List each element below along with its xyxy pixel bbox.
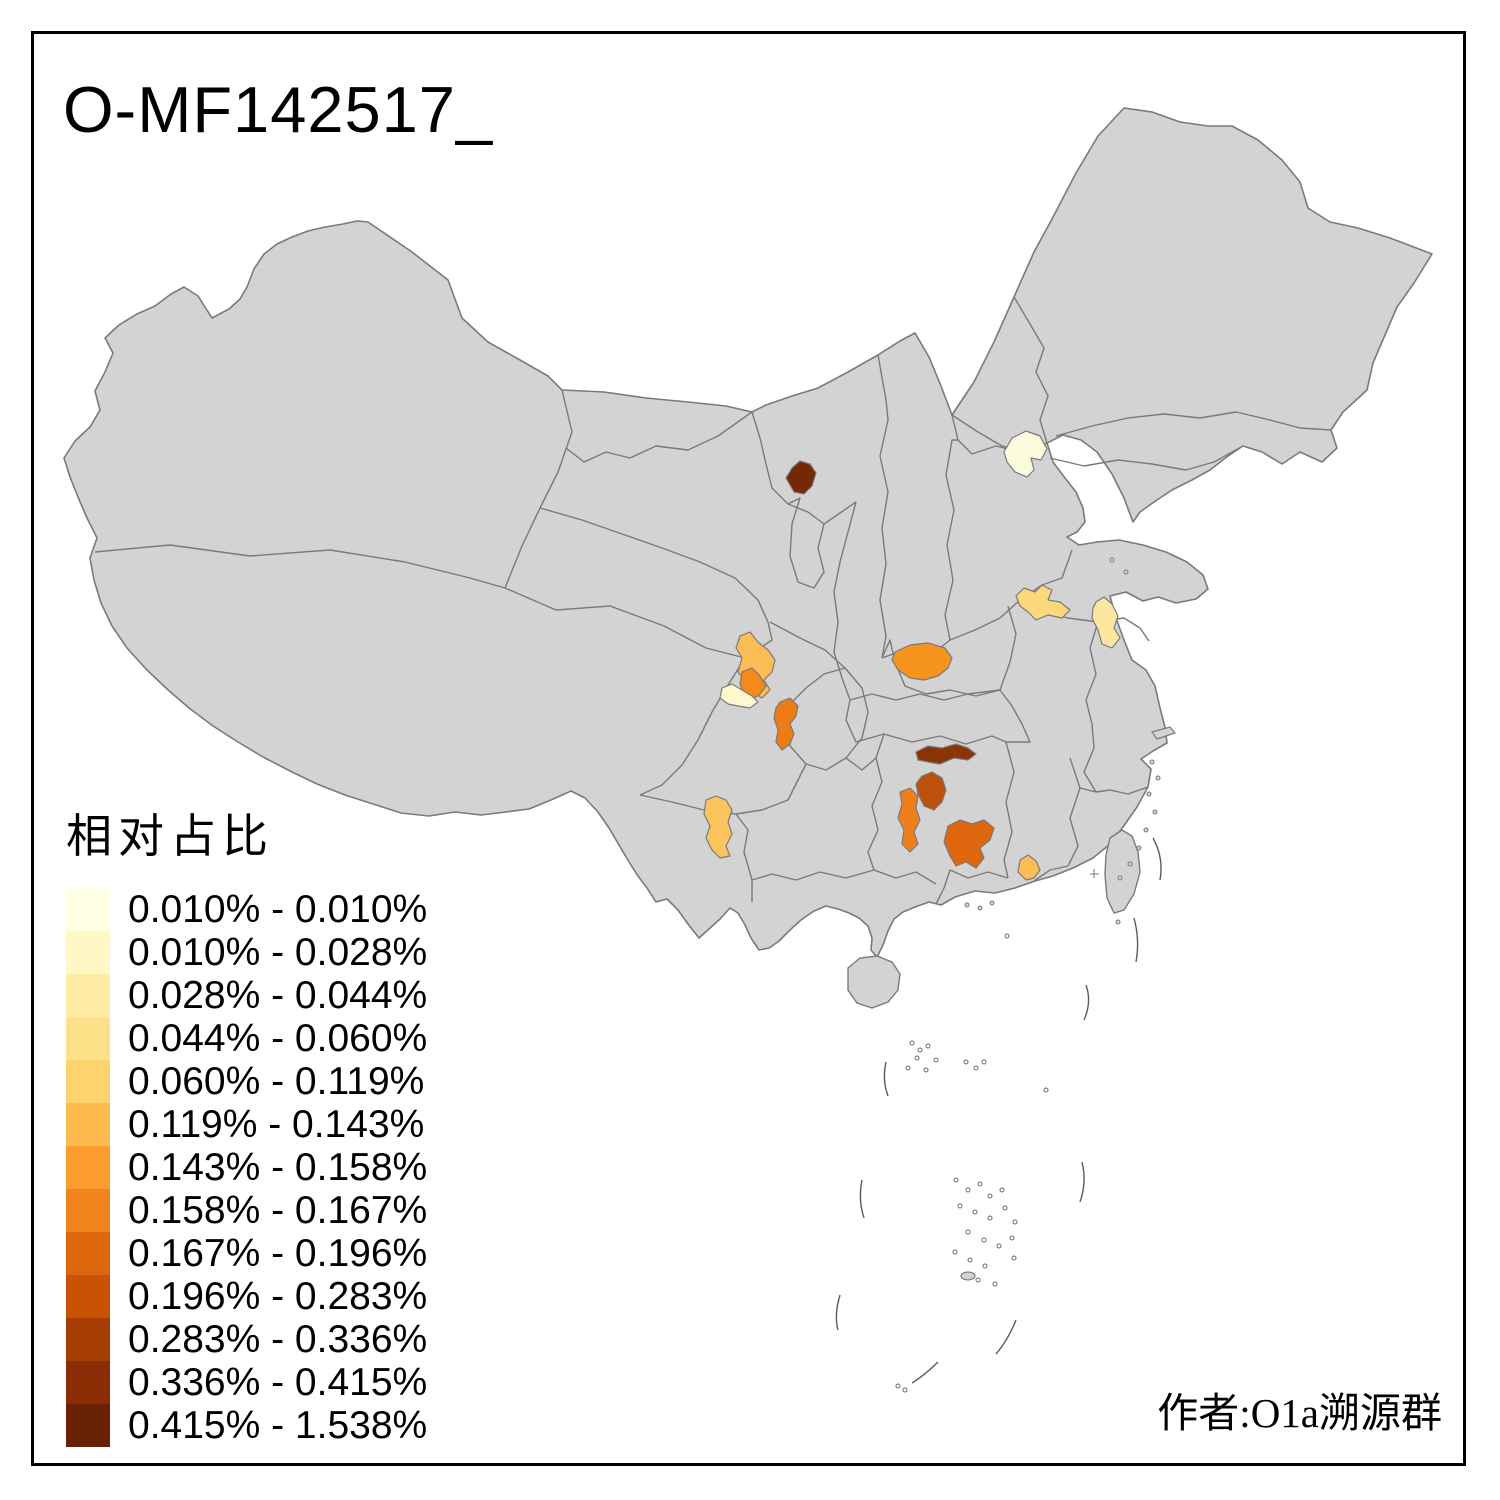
map-region-beijing bbox=[1003, 430, 1048, 478]
legend-label-6: 0.143% - 0.158% bbox=[128, 1146, 428, 1189]
legend-row-5: 0.119% - 0.143% bbox=[66, 1103, 427, 1146]
nine-dash-line bbox=[835, 837, 1162, 1384]
legend-row-0: 0.010% - 0.010% bbox=[66, 888, 427, 931]
legend-label-9: 0.196% - 0.283% bbox=[128, 1275, 428, 1318]
island-chongming bbox=[1151, 726, 1177, 740]
legend-row-11: 0.336% - 0.415% bbox=[66, 1361, 427, 1404]
legend-label-7: 0.158% - 0.167% bbox=[128, 1189, 428, 1232]
legend-swatch-5 bbox=[66, 1103, 110, 1146]
legend-swatch-6 bbox=[66, 1146, 110, 1189]
legend-rows: 0.010% - 0.010% 0.010% - 0.028% 0.028% - 0… bbox=[66, 888, 427, 1447]
map-region-hunan-central bbox=[915, 771, 947, 811]
legend-swatch-2 bbox=[66, 974, 110, 1017]
coastal-islets bbox=[964, 557, 1161, 925]
legend-row-7: 0.158% - 0.167% bbox=[66, 1189, 427, 1232]
legend-row-1: 0.010% - 0.028% bbox=[66, 931, 427, 974]
legend-label-8: 0.167% - 0.196% bbox=[128, 1232, 428, 1275]
map-region-chongqing bbox=[773, 697, 799, 751]
legend-swatch-11 bbox=[66, 1361, 110, 1404]
legend-label-0: 0.010% - 0.010% bbox=[128, 888, 428, 931]
china-mainland bbox=[63, 107, 1433, 958]
legend-label-1: 0.010% - 0.028% bbox=[128, 931, 428, 974]
map-region-yunnan-central bbox=[703, 795, 733, 859]
legend: 相对占比 0.010% - 0.010% 0.010% - 0.028% 0.028… bbox=[66, 800, 427, 1447]
map-region-hunan-west bbox=[897, 787, 921, 853]
legend-row-4: 0.060% - 0.119% bbox=[66, 1060, 427, 1103]
map-region-shandong-west bbox=[1015, 584, 1071, 621]
attribution-text: 作者:O1a溯源群 bbox=[1157, 1390, 1442, 1436]
legend-label-4: 0.060% - 0.119% bbox=[128, 1060, 425, 1103]
map-region-inner-mongolia-west bbox=[785, 460, 817, 495]
map-region-fujian-coast bbox=[1017, 854, 1041, 881]
legend-swatch-10 bbox=[66, 1318, 110, 1361]
legend-swatch-4 bbox=[66, 1060, 110, 1103]
island-hainan bbox=[847, 955, 901, 1009]
legend-row-9: 0.196% - 0.283% bbox=[66, 1275, 427, 1318]
legend-swatch-1 bbox=[66, 931, 110, 974]
legend-label-5: 0.119% - 0.143% bbox=[128, 1103, 425, 1146]
map-region-sichuan-chengdu bbox=[739, 667, 767, 701]
map-region-hunan-central-dark bbox=[915, 743, 977, 765]
legend-label-3: 0.044% - 0.060% bbox=[128, 1017, 428, 1060]
legend-row-10: 0.283% - 0.336% bbox=[66, 1318, 427, 1361]
map-region-sichuan-southwest bbox=[719, 683, 759, 709]
legend-row-12: 0.415% - 1.538% bbox=[66, 1404, 427, 1447]
south-sea-islets bbox=[895, 933, 1049, 1393]
legend-label-2: 0.028% - 0.044% bbox=[128, 974, 428, 1017]
legend-label-10: 0.283% - 0.336% bbox=[128, 1318, 428, 1361]
map-region-hubei-northwest bbox=[891, 642, 953, 681]
legend-swatch-3 bbox=[66, 1017, 110, 1060]
legend-row-8: 0.167% - 0.196% bbox=[66, 1232, 427, 1275]
legend-label-12: 0.415% - 1.538% bbox=[128, 1404, 428, 1447]
map-region-hunan-southeast bbox=[943, 819, 995, 869]
island-taiwan bbox=[1104, 829, 1141, 914]
page-title: O-MF142517_ bbox=[63, 73, 494, 146]
highlighted-regions bbox=[703, 430, 1121, 881]
legend-swatch-7 bbox=[66, 1189, 110, 1232]
legend-row-3: 0.044% - 0.060% bbox=[66, 1017, 427, 1060]
legend-label-11: 0.336% - 0.415% bbox=[128, 1361, 428, 1404]
legend-swatch-0 bbox=[66, 888, 110, 931]
legend-title: 相对占比 bbox=[66, 811, 274, 862]
map-region-jiangsu-north bbox=[1091, 596, 1121, 649]
legend-swatch-9 bbox=[66, 1275, 110, 1318]
legend-swatch-12 bbox=[66, 1404, 110, 1447]
legend-row-2: 0.028% - 0.044% bbox=[66, 974, 427, 1017]
legend-row-6: 0.143% - 0.158% bbox=[66, 1146, 427, 1189]
legend-swatch-8 bbox=[66, 1232, 110, 1275]
